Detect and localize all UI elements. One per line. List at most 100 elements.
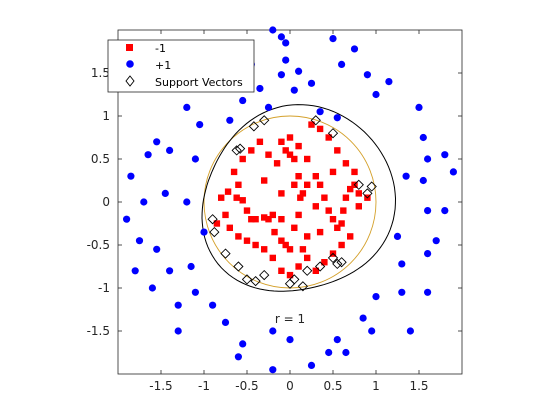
point-support-vector: [297, 281, 309, 292]
point-negative: [316, 181, 324, 188]
point-positive: [329, 35, 337, 43]
point-positive: [350, 45, 359, 53]
point-negative: [325, 134, 332, 141]
point-support-vector: [302, 265, 313, 276]
y-tick-label: 1.5: [91, 66, 110, 80]
point-support-vector: [207, 214, 218, 225]
y-tick-label: 0: [102, 195, 110, 209]
point-support-vector: [248, 121, 260, 132]
point-positive: [183, 103, 191, 111]
point-negative: [312, 267, 319, 274]
point-negative: [291, 155, 298, 163]
point-positive: [196, 121, 204, 129]
point-negative: [295, 173, 302, 180]
point-positive: [148, 284, 156, 292]
point-negative: [278, 216, 285, 223]
point-positive: [153, 245, 161, 253]
point-negative: [334, 147, 341, 154]
legend-marker-sv: [125, 75, 135, 87]
point-positive: [415, 103, 423, 111]
x-tick-label: 0.5: [323, 379, 342, 393]
point-negative: [278, 267, 285, 274]
x-tick-label: -0.5: [235, 379, 258, 393]
point-negative: [355, 203, 362, 210]
point-positive: [333, 336, 341, 344]
legend-marker-neg: [126, 44, 133, 51]
point-positive: [393, 232, 402, 240]
point-negative: [286, 271, 294, 279]
point-negative: [304, 155, 311, 163]
point-negative: [329, 168, 337, 176]
point-negative: [282, 147, 289, 154]
point-positive: [277, 71, 285, 79]
point-positive: [290, 86, 298, 94]
point-negative: [291, 181, 298, 188]
point-positive: [256, 84, 264, 93]
point-positive: [441, 207, 449, 215]
point-negative: [282, 241, 289, 249]
point-negative: [342, 160, 350, 167]
point-negative: [269, 211, 276, 219]
legend: -1 +1 Support Vectors: [107, 39, 255, 93]
point-positive: [123, 215, 131, 223]
point-positive: [295, 67, 303, 75]
point-negative: [299, 190, 307, 197]
point-negative: [278, 237, 285, 244]
point-negative: [235, 233, 242, 240]
legend-label-sv: Support Vectors: [155, 76, 243, 89]
point-negative: [265, 151, 272, 158]
point-positive: [325, 348, 333, 357]
point-negative: [278, 138, 285, 145]
point-support-vector: [209, 226, 220, 238]
legend-label-pos: +1: [155, 59, 171, 72]
point-positive: [269, 366, 277, 374]
point-positive: [264, 103, 273, 111]
point-positive: [333, 114, 341, 122]
point-positive: [239, 340, 247, 348]
point-negative: [295, 142, 302, 150]
point-negative: [325, 207, 332, 214]
point-positive: [424, 207, 432, 215]
point-positive: [282, 56, 290, 64]
point-positive: [424, 155, 432, 163]
point-positive: [153, 138, 161, 146]
point-negative: [256, 138, 264, 145]
point-negative: [297, 194, 304, 201]
point-negative: [329, 216, 337, 223]
y-tick-label: 0.5: [91, 152, 110, 166]
point-negative: [261, 246, 268, 253]
point-positive: [372, 293, 380, 301]
point-positive: [286, 336, 294, 344]
point-positive: [419, 176, 427, 185]
y-tick-label: 1: [102, 109, 110, 123]
point-negative: [239, 155, 246, 163]
x-tick-label: -1.5: [149, 379, 172, 393]
point-negative: [230, 168, 238, 176]
point-positive: [277, 33, 285, 41]
point-positive: [187, 262, 195, 271]
point-positive: [406, 327, 414, 335]
point-negative: [338, 241, 345, 249]
point-positive: [359, 314, 367, 322]
point-negative: [271, 228, 278, 236]
point-negative: [291, 224, 298, 231]
point-support-vector: [259, 115, 270, 126]
point-support-vector: [362, 188, 373, 199]
point-support-vector: [231, 145, 242, 156]
point-negative: [248, 147, 255, 154]
point-support-vector: [314, 261, 326, 272]
point-negative: [233, 194, 240, 201]
point-positive: [209, 301, 217, 309]
point-positive: [402, 172, 410, 180]
point-negative: [224, 188, 232, 195]
point-positive: [419, 133, 427, 142]
point-support-vector: [310, 115, 321, 126]
point-support-vector: [353, 179, 364, 190]
point-positive: [174, 327, 182, 335]
point-negative: [243, 237, 251, 244]
point-positive: [307, 361, 316, 369]
point-positive: [269, 327, 277, 335]
point-negative: [312, 173, 319, 180]
point-negative: [351, 168, 358, 176]
